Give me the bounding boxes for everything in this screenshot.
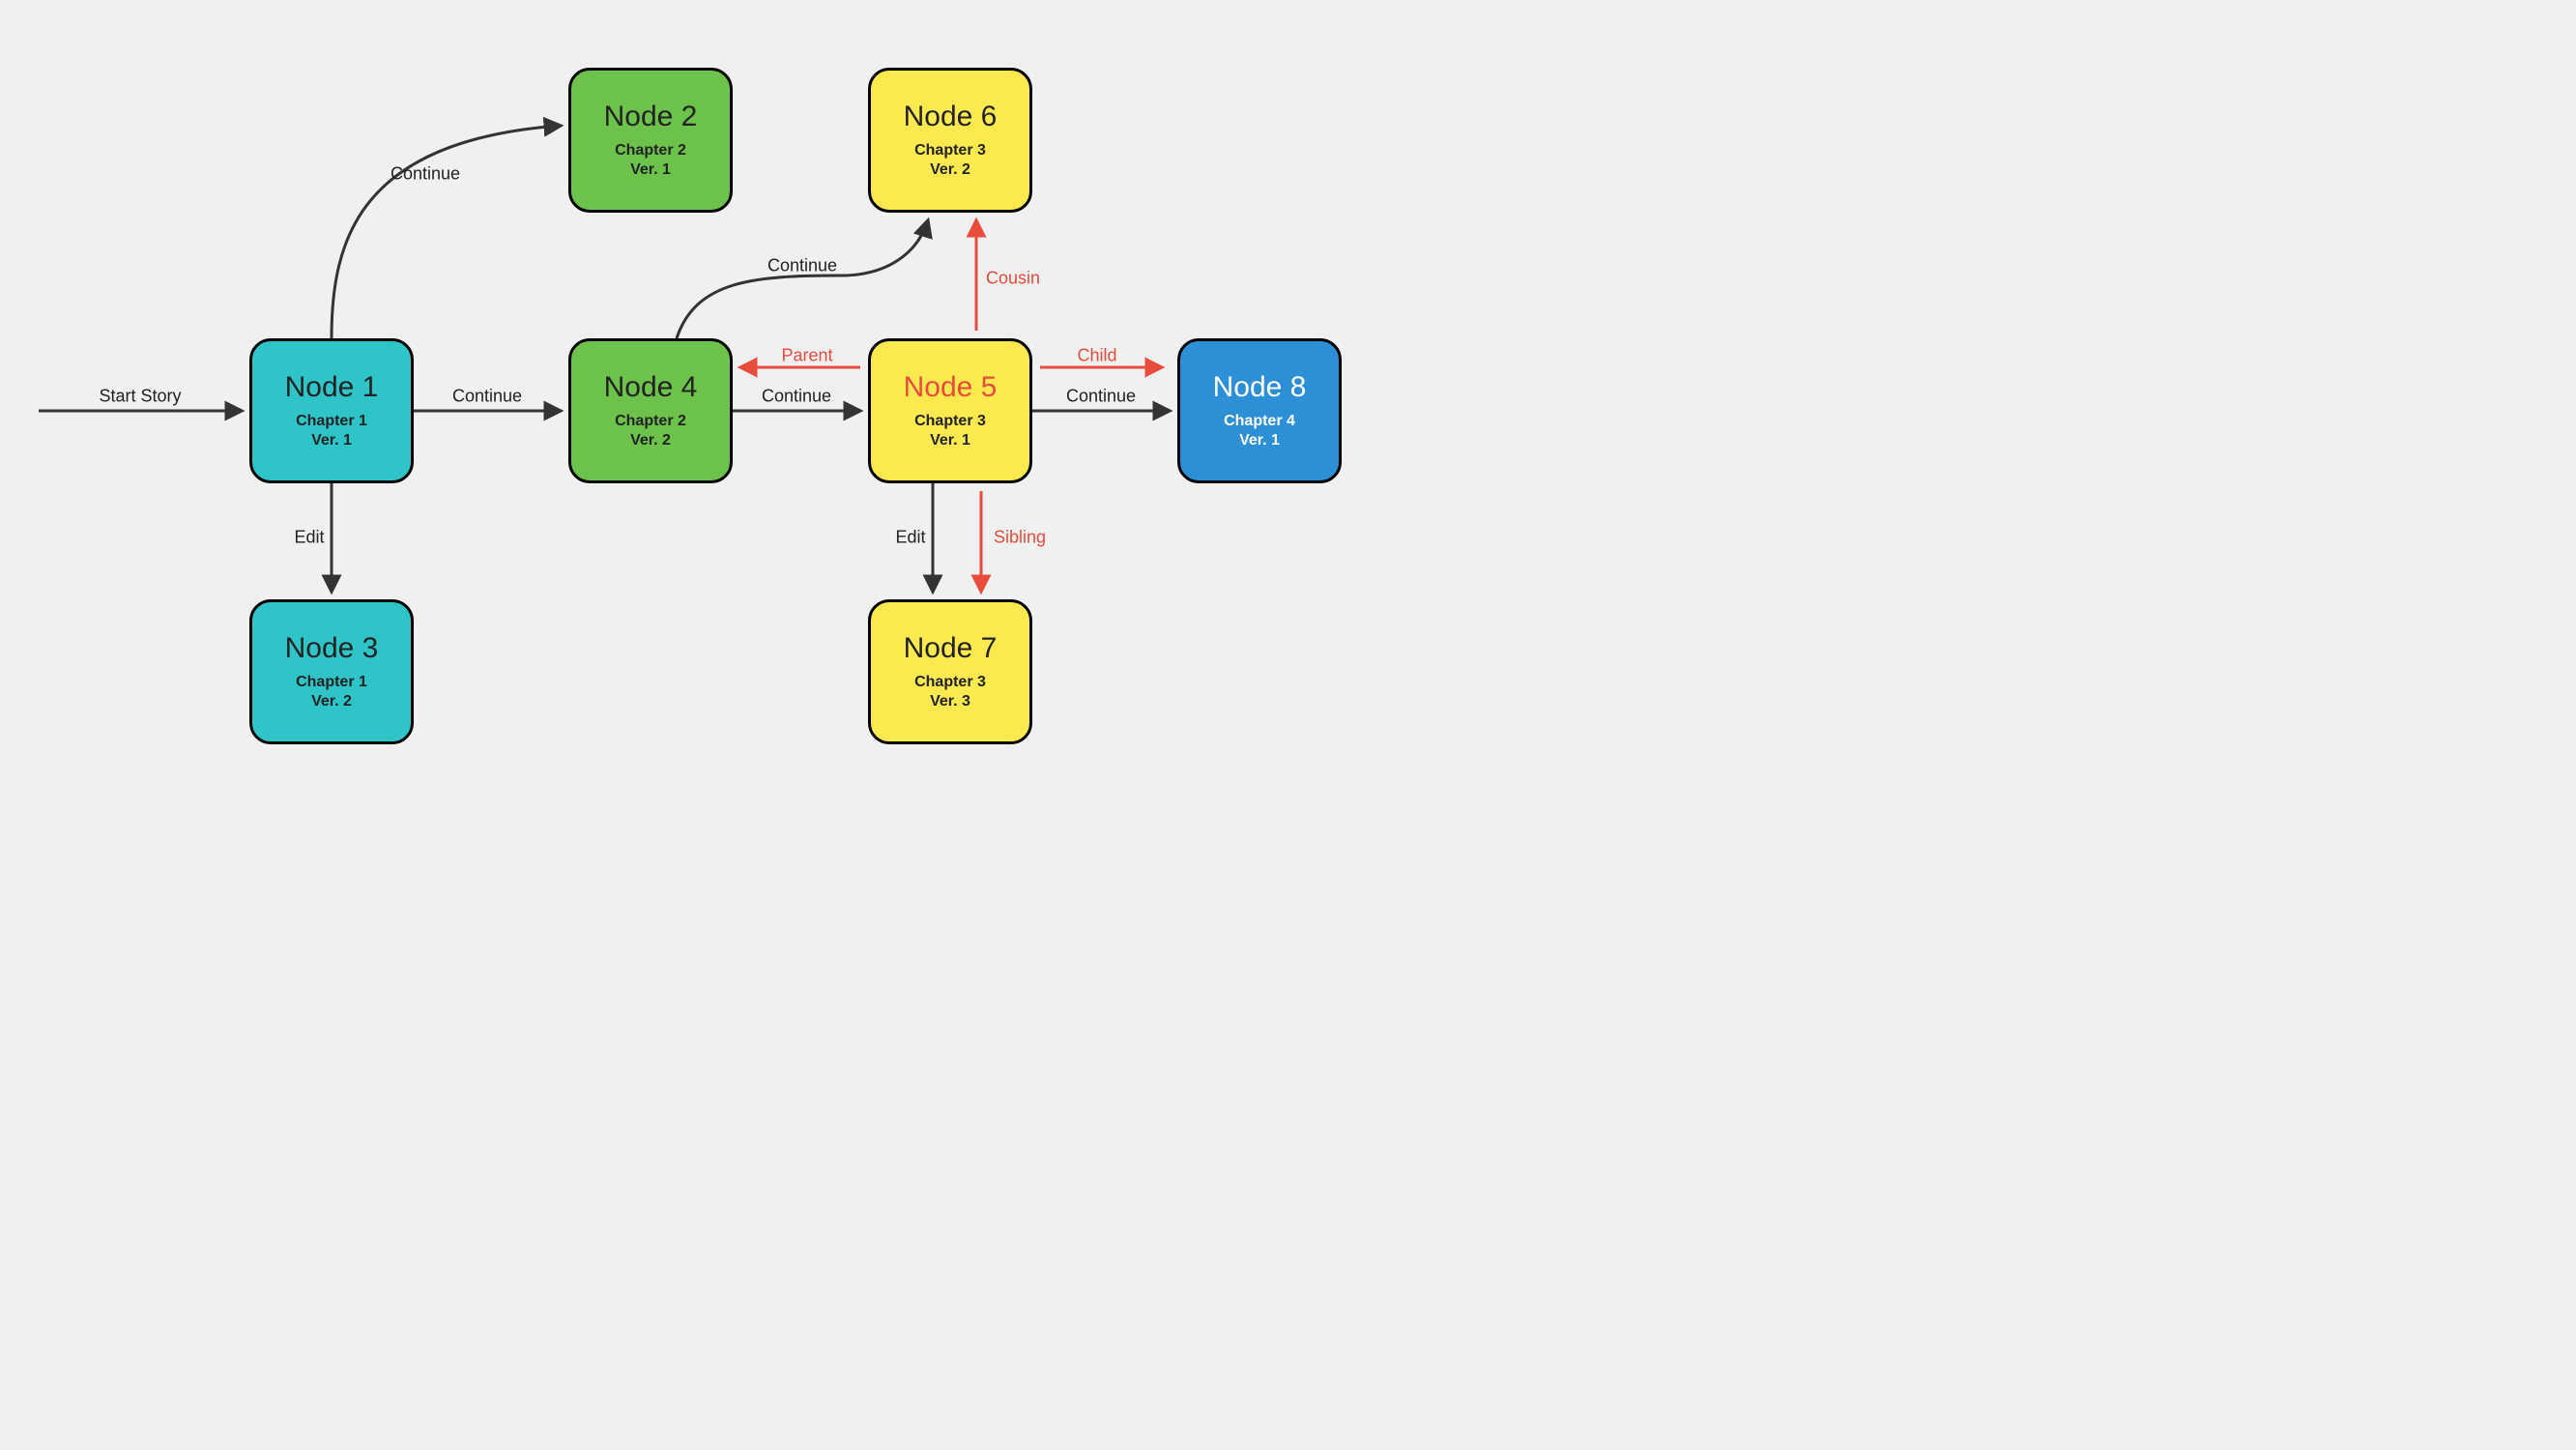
node-subtitle: Chapter 3Ver. 3 (914, 673, 986, 711)
node-title: Node 4 (604, 371, 698, 404)
relation-label-r-child: Child (1077, 346, 1116, 366)
node-n3: Node 3 Chapter 1Ver. 2 (249, 599, 414, 744)
node-title: Node 7 (904, 632, 998, 665)
diagram-canvas: Node 1 Chapter 1Ver. 1 Node 2 Chapter 2Ver.… (0, 0, 1431, 805)
node-title: Node 3 (285, 632, 379, 665)
node-title: Node 6 (904, 101, 998, 133)
relation-label-r-sibling: Sibling (994, 528, 1046, 548)
node-title: Node 5 (904, 371, 998, 404)
edge-label-e4-6: Continue (767, 256, 837, 276)
node-subtitle: Chapter 3Ver. 1 (914, 412, 986, 450)
edge-label-e1-3: Edit (294, 528, 324, 548)
node-subtitle: Chapter 2Ver. 2 (615, 412, 686, 450)
edge-label-e-start: Start Story (99, 387, 181, 407)
relation-label-r-cousin: Cousin (986, 269, 1040, 289)
node-title: Node 2 (604, 101, 698, 133)
node-subtitle: Chapter 4Ver. 1 (1224, 412, 1295, 450)
relation-label-r-parent: Parent (781, 346, 832, 366)
node-n6: Node 6 Chapter 3Ver. 2 (868, 68, 1032, 213)
node-n8: Node 8 Chapter 4Ver. 1 (1177, 338, 1342, 483)
edge-label-e5-7: Edit (895, 528, 925, 548)
edge-label-e1-2: Continue (391, 164, 460, 185)
edge-label-e4-5: Continue (762, 387, 831, 407)
node-subtitle: Chapter 1Ver. 1 (296, 412, 367, 450)
node-title: Node 1 (285, 371, 379, 404)
node-subtitle: Chapter 2Ver. 1 (615, 141, 686, 180)
edge-label-e5-8: Continue (1066, 387, 1136, 407)
node-n7: Node 7 Chapter 3Ver. 3 (868, 599, 1032, 744)
edge-e4-6 (677, 220, 928, 338)
node-title: Node 8 (1213, 371, 1307, 404)
edge-e1-2 (332, 126, 561, 338)
node-n5: Node 5 Chapter 3Ver. 1 (868, 338, 1032, 483)
node-n4: Node 4 Chapter 2Ver. 2 (568, 338, 733, 483)
edge-label-e1-4: Continue (452, 387, 522, 407)
node-n2: Node 2 Chapter 2Ver. 1 (568, 68, 733, 213)
node-n1: Node 1 Chapter 1Ver. 1 (249, 338, 414, 483)
node-subtitle: Chapter 1Ver. 2 (296, 673, 367, 711)
node-subtitle: Chapter 3Ver. 2 (914, 141, 986, 180)
